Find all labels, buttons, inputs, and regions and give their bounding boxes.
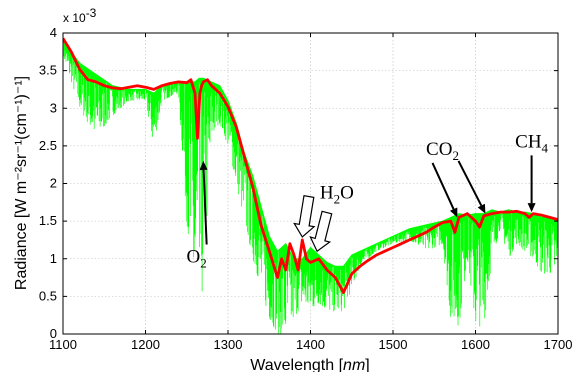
y-tick-label: 4 (50, 25, 57, 40)
y-tick-label: 1.5 (39, 213, 57, 228)
hollow-arrow (309, 210, 333, 253)
arrow-head (450, 207, 458, 218)
arrow-shaft (457, 160, 483, 207)
arrow-head (199, 160, 208, 171)
hollow-arrow (293, 195, 316, 238)
annotation-label: CH4 (515, 131, 548, 155)
arrow-head (477, 203, 486, 214)
x-tick-label: 1100 (49, 337, 77, 352)
red-smoothed-spectrum (63, 37, 558, 294)
y-tick-label: 0.5 (39, 288, 57, 303)
annotations: O2 H2O CO2 CH4 (187, 131, 549, 270)
y-axis-label: Radiance [W m⁻²sr⁻¹(cm⁻¹)⁻¹] (13, 76, 30, 290)
annotation-label: H2O (320, 183, 354, 207)
y-tick-label: 2 (50, 176, 57, 191)
x-tick-label: 1200 (131, 337, 160, 352)
arrow-shaft (431, 162, 455, 210)
axis-ticks: 1100 1200 1300 1400 1500 1600 1700 0 0.5 1 1.5 2 2.5… (39, 25, 573, 352)
exponent-label: x 10-3 (63, 6, 97, 25)
y-tick-label: 3.5 (39, 63, 57, 78)
y-tick-label: 1 (50, 251, 57, 266)
y-tick-label: 3 (50, 100, 57, 115)
x-axis-label: Wavelength [nm] (250, 357, 369, 372)
grid (63, 33, 558, 334)
arrow-head (527, 203, 536, 213)
x-tick-label: 1400 (296, 337, 325, 352)
x-tick-label: 1600 (461, 337, 490, 352)
y-tick-label: 2.5 (39, 138, 57, 153)
x-tick-label: 1700 (544, 337, 573, 352)
x-tick-label: 1300 (214, 337, 243, 352)
y-tick-label: 0 (50, 326, 57, 341)
annotation-label: CO2 (426, 139, 459, 163)
annotation-label: O2 (187, 247, 207, 271)
x-tick-label: 1500 (379, 337, 408, 352)
green-absorption-lines (63, 40, 558, 334)
arrow-shaft (202, 169, 208, 245)
